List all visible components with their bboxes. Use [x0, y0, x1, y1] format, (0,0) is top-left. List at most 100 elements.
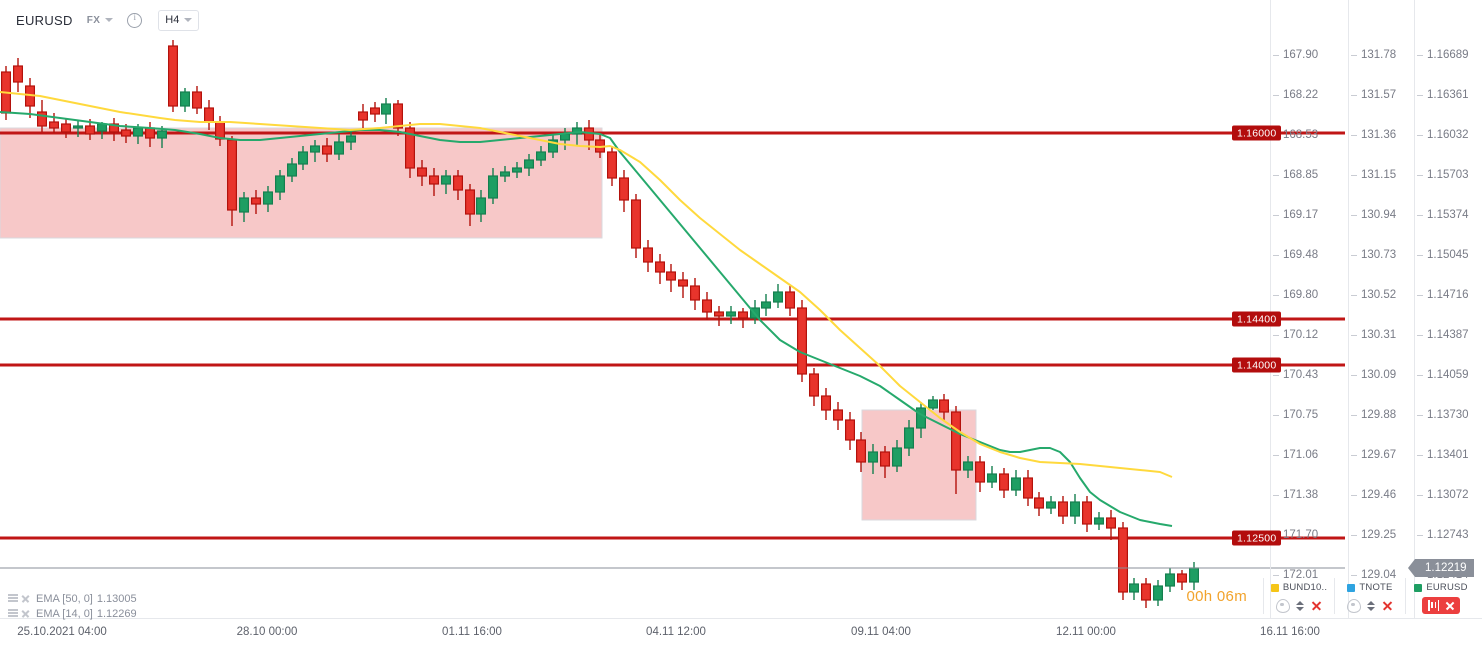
- tick-dash-icon: [1351, 294, 1357, 296]
- price-tick-label: 129.25: [1361, 529, 1397, 541]
- price-tick: 130.09: [1349, 368, 1414, 382]
- legend-item[interactable]: EMA [50, 0] 1.13005: [8, 592, 137, 605]
- chevron-down-icon[interactable]: [184, 18, 193, 22]
- price-tick-label: 130.52: [1361, 289, 1397, 301]
- updown-arrows-icon[interactable]: [1296, 600, 1305, 612]
- tick-dash-icon: [1273, 414, 1279, 416]
- price-tick-label: 167.90: [1283, 49, 1319, 61]
- price-tick: 169.17: [1271, 208, 1348, 222]
- candle-body: [145, 127, 156, 139]
- price-tick-label: 171.06: [1283, 449, 1319, 461]
- symbol-title[interactable]: EURUSD: [16, 12, 73, 28]
- candle-body: [1105, 517, 1116, 529]
- price-tick: 129.04: [1349, 568, 1414, 582]
- info-circle-icon[interactable]: [127, 12, 143, 28]
- candle-body: [298, 151, 309, 165]
- bar-countdown: 00h 06m: [1186, 588, 1247, 605]
- price-scale-bund10[interactable]: 167.90 168.22 168.53 168.85 169.17 169.48 169.…: [1270, 0, 1348, 618]
- legend-item[interactable]: EMA [14, 0] 1.12269: [8, 607, 137, 620]
- active-symbol-badge[interactable]: [1422, 597, 1460, 614]
- candle-body: [891, 447, 902, 467]
- tick-dash-icon: [1351, 214, 1357, 216]
- tick-dash-icon: [1273, 454, 1279, 456]
- price-tick: 170.43: [1271, 368, 1348, 382]
- price-tick-label: 1.14387: [1427, 329, 1469, 341]
- candle-body: [713, 311, 724, 317]
- updown-arrows-icon[interactable]: [1367, 600, 1376, 612]
- time-axis-label: 28.10 00:00: [236, 626, 298, 638]
- close-icon[interactable]: [1311, 600, 1322, 611]
- price-scale-tnote[interactable]: 131.78 131.57 131.36 131.15 130.94 130.73 130.…: [1348, 0, 1414, 618]
- price-level-tag[interactable]: 1.14000: [1232, 357, 1282, 373]
- indicator-legend: EMA [50, 0] 1.13005 EMA [14, 0] 1.12269: [8, 592, 137, 622]
- symbol-widget-header: EURUSD: [1414, 581, 1467, 594]
- price-level-tag[interactable]: 1.16000: [1232, 125, 1282, 141]
- price-tick: 171.70: [1271, 528, 1348, 542]
- candles-icon: [1427, 600, 1440, 611]
- candle-body: [227, 139, 238, 211]
- tick-dash-icon: [1417, 374, 1423, 376]
- candle-body: [1117, 527, 1128, 593]
- price-tick-label: 131.57: [1361, 89, 1397, 101]
- candle-body: [665, 271, 676, 281]
- asset-class-label[interactable]: FX: [86, 14, 101, 26]
- tick-dash-icon: [1417, 134, 1423, 136]
- chevron-down-icon[interactable]: [105, 18, 114, 22]
- price-tick: 1.13401: [1415, 448, 1482, 462]
- symbol-widget-eurusd[interactable]: EURUSD: [1405, 578, 1476, 614]
- price-tick-label: 169.17: [1283, 209, 1319, 221]
- candle-body: [48, 121, 59, 129]
- symbol-widget-bund10[interactable]: BUND10..: [1263, 578, 1334, 614]
- candle-body: [677, 279, 688, 287]
- close-icon[interactable]: [1382, 600, 1393, 611]
- tick-dash-icon: [1273, 294, 1279, 296]
- price-tick: 131.36: [1349, 128, 1414, 142]
- symbol-widget-actions: [1347, 597, 1393, 614]
- candle-body: [322, 145, 333, 155]
- close-icon[interactable]: [21, 609, 30, 618]
- candle-body: [867, 451, 878, 463]
- price-tick: 131.78: [1349, 48, 1414, 62]
- current-price-tag[interactable]: 1.12219: [1408, 559, 1474, 577]
- price-tick-label: 1.13401: [1427, 449, 1469, 461]
- candle-body: [465, 189, 476, 215]
- price-tick-label: 169.48: [1283, 249, 1319, 261]
- price-tick: 168.22: [1271, 88, 1348, 102]
- chart-plot-area[interactable]: [0, 0, 1345, 618]
- candle-body: [108, 123, 119, 133]
- time-axis[interactable]: 25.10.2021 04:00 28.10 00:00 01.11 16:00 04…: [0, 618, 1482, 649]
- chart-toolbar: EURUSD FX H4: [0, 0, 1482, 40]
- timeframe-selector[interactable]: H4: [158, 9, 200, 31]
- candle-body: [559, 133, 570, 141]
- candle-body: [1128, 583, 1139, 593]
- settings-lines-icon[interactable]: [8, 594, 18, 603]
- price-scale-eurusd[interactable]: 1.16689 1.16361 1.16032 1.15703 1.15374 1.150…: [1414, 0, 1482, 618]
- price-tick: 170.12: [1271, 328, 1348, 342]
- ema14-label: EMA [14, 0]: [36, 607, 93, 620]
- candle-body: [511, 167, 522, 173]
- close-icon[interactable]: [1445, 601, 1455, 611]
- symbol-widget-label: TNOTE: [1359, 582, 1393, 593]
- price-level-tag[interactable]: 1.14400: [1232, 311, 1282, 327]
- price-tick: 170.75: [1271, 408, 1348, 422]
- price-tick-label: 168.22: [1283, 89, 1319, 101]
- eye-icon[interactable]: [1347, 598, 1361, 613]
- candle-body: [1022, 477, 1033, 499]
- time-axis-label: 16.11 16:00: [1260, 626, 1320, 638]
- candle-body: [938, 399, 949, 413]
- candle-body: [393, 103, 404, 129]
- candle-body: [370, 107, 381, 115]
- symbol-widget-tnote[interactable]: TNOTE: [1334, 578, 1405, 614]
- candle-body: [287, 163, 298, 177]
- tick-dash-icon: [1273, 174, 1279, 176]
- close-icon[interactable]: [21, 594, 30, 603]
- tick-dash-icon: [1273, 334, 1279, 336]
- price-tick: 129.25: [1349, 528, 1414, 542]
- tick-dash-icon: [1351, 334, 1357, 336]
- price-tick-label: 131.36: [1361, 129, 1397, 141]
- settings-lines-icon[interactable]: [8, 609, 18, 618]
- price-level-tag[interactable]: 1.12500: [1232, 530, 1282, 546]
- eye-icon[interactable]: [1276, 598, 1290, 613]
- tick-dash-icon: [1273, 254, 1279, 256]
- candle-body: [251, 197, 262, 205]
